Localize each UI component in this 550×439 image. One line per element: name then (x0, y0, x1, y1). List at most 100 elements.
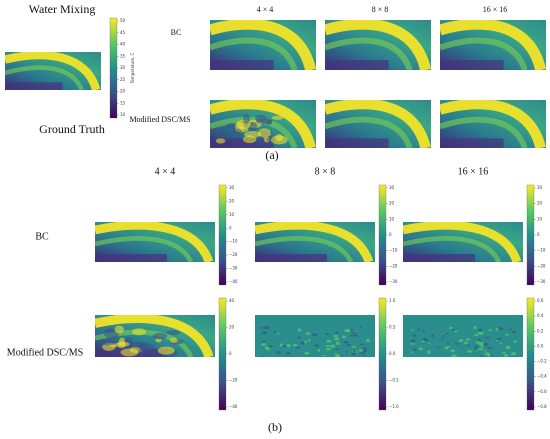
noise (511, 330, 516, 334)
noise (421, 330, 426, 332)
noise (297, 336, 301, 340)
noise (474, 334, 479, 337)
colorbar-tick-label: 40 (120, 42, 126, 47)
noise (478, 342, 484, 346)
colorbar-tick-label: 10 (389, 216, 395, 221)
noise (286, 344, 291, 348)
noise (427, 350, 431, 354)
row-label: Modified DSC/MS (7, 347, 83, 358)
noise (481, 332, 484, 335)
noise (351, 352, 356, 356)
noise (312, 333, 318, 337)
plume-inner (325, 37, 413, 70)
noise (350, 334, 354, 337)
noise (498, 327, 504, 331)
column-header: 8 × 8 (315, 166, 336, 177)
noise (277, 332, 280, 335)
noise (325, 333, 330, 336)
noise (410, 351, 414, 354)
colorbar-label: Temperature, C (130, 52, 135, 84)
noise (478, 348, 484, 351)
artifact (215, 138, 226, 144)
colorbar-tick-label: 0.4 (537, 313, 544, 318)
noise (487, 353, 491, 357)
noise (479, 355, 483, 357)
colorbar (218, 184, 227, 286)
heatmap-body (95, 222, 215, 262)
bottom-band (210, 138, 274, 148)
colorbar-tick-label: 50 (120, 18, 126, 23)
plume-inner (403, 236, 502, 262)
noise (496, 337, 502, 341)
plume (325, 20, 431, 70)
artifact (152, 332, 168, 340)
heatmap (325, 20, 431, 70)
bottom-band (440, 60, 504, 70)
heatmap (403, 315, 523, 357)
noise (345, 351, 349, 353)
colorbar-tick-label: −30 (389, 279, 398, 284)
colorbar-tick-label: 30 (389, 185, 395, 190)
noise (446, 342, 449, 345)
colorbar (109, 17, 118, 119)
bottom-band (255, 254, 327, 262)
plume (210, 100, 316, 148)
ground-truth-label: Ground Truth (39, 122, 105, 136)
noise (504, 334, 510, 336)
noise (260, 343, 267, 346)
plume (403, 222, 522, 262)
colorbar (218, 297, 227, 411)
noise (358, 349, 364, 352)
noise (362, 354, 365, 357)
noise (334, 348, 340, 350)
artifact (256, 118, 273, 124)
heatmap-body (255, 315, 375, 357)
colorbar-tick-label: −10 (389, 248, 398, 253)
plume-inner (210, 37, 298, 70)
plume (440, 20, 546, 70)
heatmap (255, 315, 375, 357)
plume (210, 20, 316, 70)
noise (473, 326, 477, 330)
noise (300, 342, 306, 345)
noise (350, 328, 354, 332)
noise (306, 332, 311, 335)
noise (262, 340, 267, 343)
noise (326, 339, 332, 343)
colorbar-tick-label: −20 (229, 252, 238, 257)
noise (269, 345, 273, 348)
noise (334, 355, 340, 357)
heatmap (325, 100, 431, 148)
noise (500, 342, 503, 345)
row-label: BC (35, 231, 49, 242)
noise (427, 342, 431, 344)
colorbar-tick-label: 35 (120, 53, 126, 58)
noise (351, 332, 357, 335)
column-header: 4 × 4 (155, 166, 176, 177)
colorbar-tick-label: 45 (120, 30, 126, 35)
colorbar-tick-label: 25 (120, 77, 126, 82)
artifact (248, 121, 258, 132)
noise (291, 356, 294, 357)
noise (342, 335, 346, 339)
noise (496, 339, 499, 342)
colorbar-tick-label: −0.6 (537, 389, 547, 394)
colorbar-tick-label: 0 (389, 232, 392, 237)
noise (265, 347, 271, 351)
heatmap (5, 52, 101, 90)
noise (451, 354, 457, 357)
noise (413, 348, 417, 352)
noise (411, 329, 414, 331)
noise (409, 343, 416, 345)
row-label: Modified DSC/MS (129, 115, 190, 124)
heatmap-body (403, 315, 523, 357)
noise (352, 334, 358, 337)
noise (467, 344, 470, 347)
noise (314, 344, 319, 348)
noise (410, 339, 416, 343)
noise (463, 341, 468, 345)
colorbar (378, 297, 387, 411)
colorbar-tick-label: 15 (120, 100, 126, 105)
artifact (166, 330, 180, 336)
noise (476, 338, 482, 341)
